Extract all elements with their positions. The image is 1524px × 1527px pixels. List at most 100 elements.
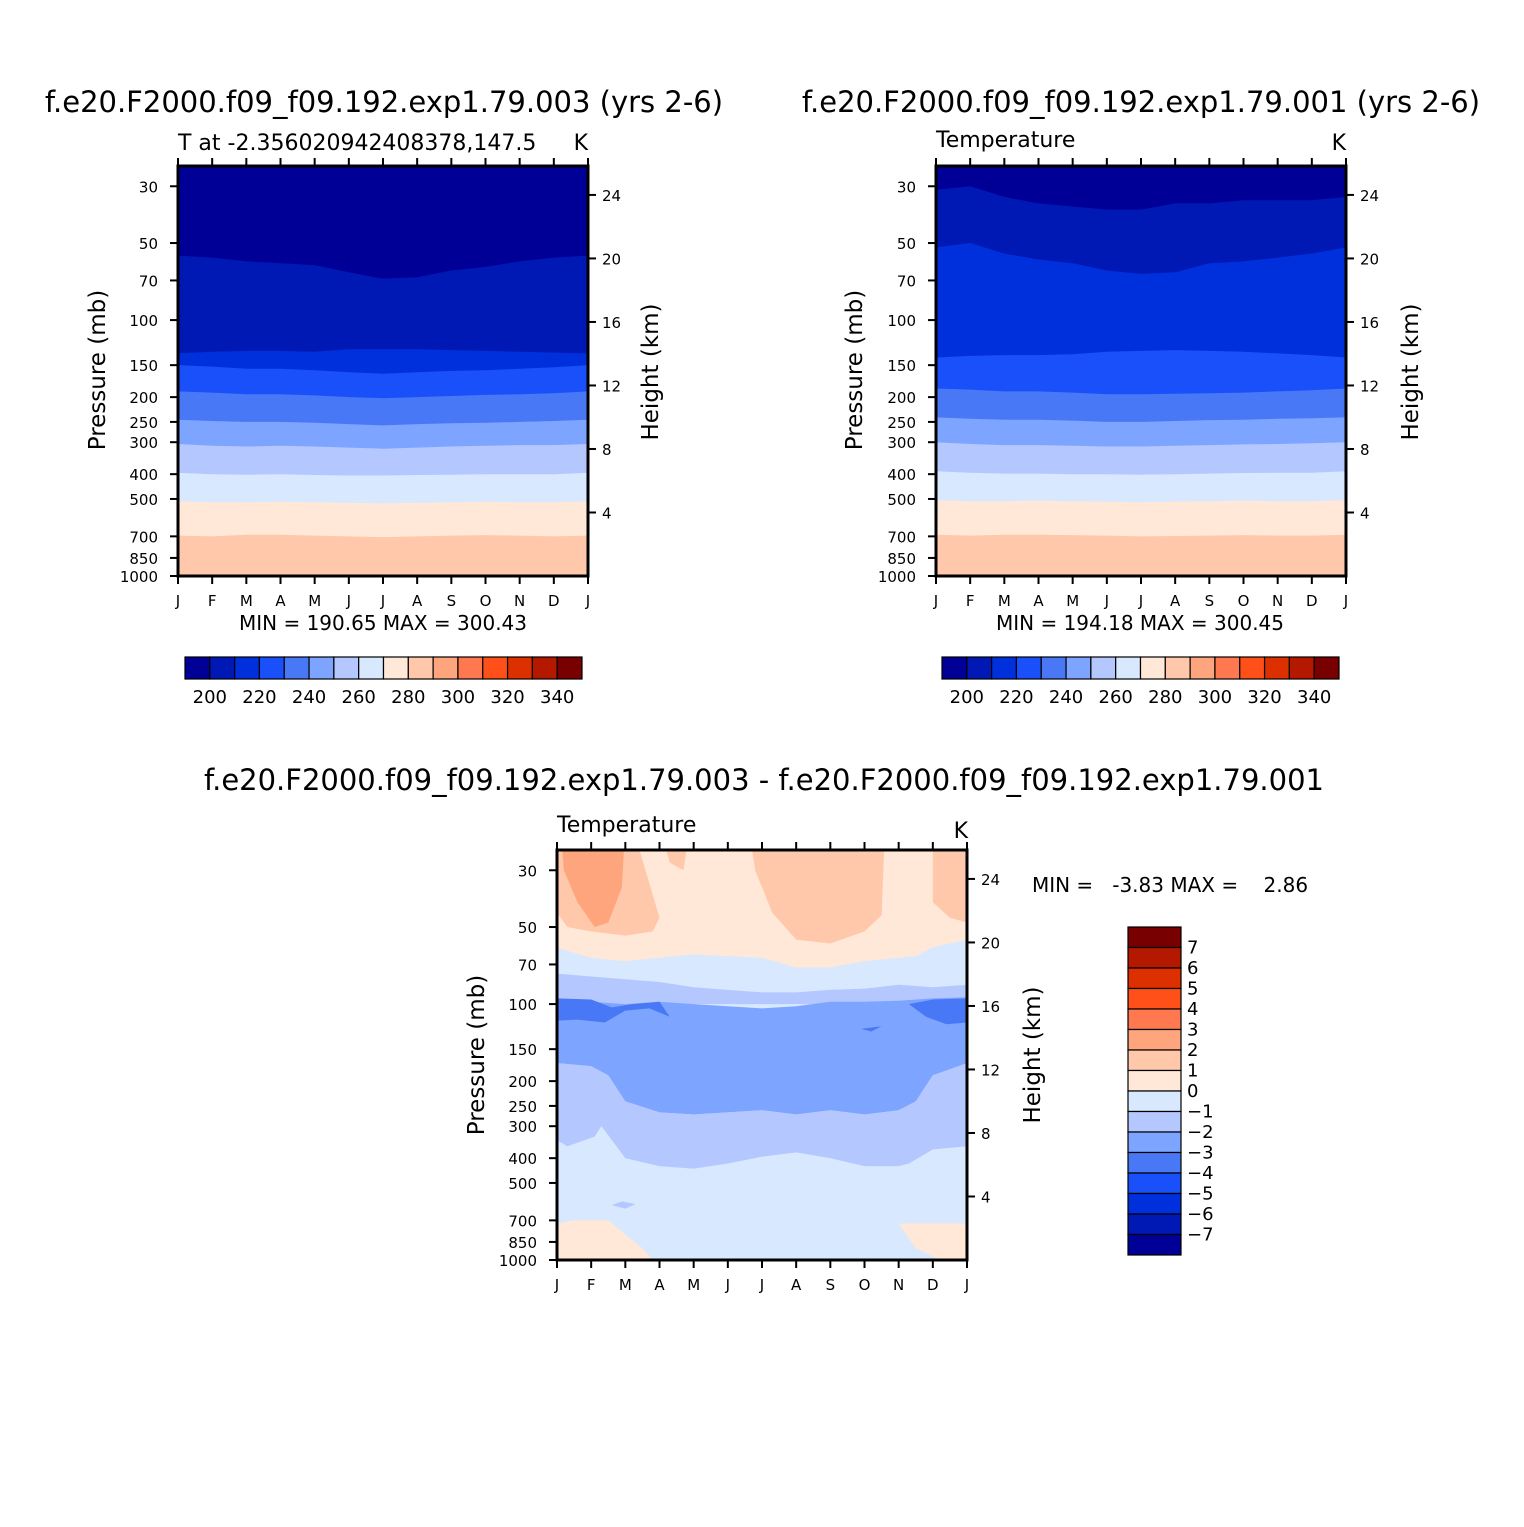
y-tick-label: 50: [139, 235, 158, 253]
colorbar-label: 3: [1187, 1020, 1198, 1041]
y-axis-label: Pressure (mb): [85, 290, 111, 450]
x-tick-label: J: [759, 1276, 764, 1294]
y-right-tick-label: 16: [602, 314, 621, 332]
panel-subtitle-right: K: [954, 819, 969, 844]
panel-exp001: f.e20.F2000.f09_f09.192.exp1.79.001 (yrs…: [802, 85, 1480, 708]
x-tick-label: D: [1306, 592, 1318, 610]
colorbar-swatch: [1127, 1213, 1182, 1236]
y-tick-label: 150: [129, 357, 158, 375]
contour-band: [932, 850, 967, 923]
x-tick-label: O: [1238, 592, 1250, 610]
colorbar-label: −1: [1187, 1102, 1214, 1123]
x-tick-label: J: [933, 592, 938, 610]
x-tick-label: A: [412, 592, 423, 610]
colorbar-label: 240: [1049, 687, 1083, 708]
x-tick-label: J: [346, 592, 351, 610]
colorbar-swatch: [1127, 926, 1182, 949]
colorbar-label: 220: [999, 687, 1033, 708]
y-right-tick-label: 8: [1360, 441, 1370, 459]
colorbar-swatch: [1127, 1172, 1182, 1195]
colorbar-label: 340: [1297, 687, 1331, 708]
y-right-tick-label: 4: [981, 1188, 991, 1206]
colorbar-swatch: [1127, 1192, 1182, 1215]
colorbar-label: 340: [540, 687, 574, 708]
y-tick-label: 150: [887, 357, 916, 375]
colorbar-swatch: [1127, 1049, 1182, 1072]
x-tick-label: N: [514, 592, 525, 610]
colorbar-label: 260: [1099, 687, 1133, 708]
y-tick-label: 1000: [878, 568, 916, 586]
colorbar-label: 200: [193, 687, 227, 708]
colorbar-swatch: [1263, 656, 1290, 680]
y-tick-label: 200: [508, 1073, 537, 1091]
y-tick-label: 30: [139, 178, 158, 196]
y-tick-label: 400: [129, 466, 158, 484]
y-right-tick-label: 16: [981, 998, 1000, 1016]
y-right-tick-label: 12: [981, 1061, 1000, 1079]
colorbar-swatch: [333, 656, 360, 680]
x-tick-label: F: [966, 592, 975, 610]
colorbar-swatch: [283, 656, 310, 680]
y-tick-label: 70: [518, 956, 537, 974]
x-tick-label: M: [998, 592, 1011, 610]
colorbar-label: 2: [1187, 1040, 1198, 1061]
colorbar-swatch: [258, 656, 285, 680]
panel-title: f.e20.F2000.f09_f09.192.exp1.79.003 - f.…: [204, 763, 1324, 797]
y-tick-label: 100: [508, 996, 537, 1014]
y-tick-label: 700: [508, 1212, 537, 1230]
panel-title: f.e20.F2000.f09_f09.192.exp1.79.003 (yrs…: [45, 85, 723, 119]
colorbar-swatch: [432, 656, 459, 680]
colorbar-label: −2: [1187, 1122, 1214, 1143]
y-tick-label: 250: [129, 414, 158, 432]
colorbar-swatch: [1164, 656, 1191, 680]
colorbar-swatch: [482, 656, 509, 680]
y-tick-label: 250: [508, 1098, 537, 1116]
y-tick-label: 50: [518, 919, 537, 937]
y-right-tick-label: 4: [602, 504, 612, 522]
contour-plot: J F M A M J J A S O N D J 30 50 70 100 150 200 250 300 400 500…: [878, 158, 1379, 610]
contour-band: [936, 166, 1346, 210]
x-tick-label: M: [687, 1276, 700, 1294]
colorbar-label: −7: [1187, 1225, 1214, 1246]
y-tick-label: 70: [897, 272, 916, 290]
contour-plot: J F M A M J J A S O N D J 30 50 70 100 150 200 250 300 400 500…: [499, 842, 1000, 1294]
y-tick-label: 100: [129, 312, 158, 330]
y-axis-label: Pressure (mb): [842, 290, 868, 450]
y-tick-label: 150: [508, 1041, 537, 1059]
x-tick-label: F: [208, 592, 217, 610]
colorbar-label: 300: [1198, 687, 1232, 708]
y-tick-label: 500: [508, 1175, 537, 1193]
x-tick-label: D: [548, 592, 560, 610]
min-max-label: MIN = 194.18 MAX = 300.45: [996, 611, 1284, 635]
colorbar-swatch: [1189, 656, 1216, 680]
y-tick-label: 300: [887, 434, 916, 452]
contour-band: [861, 1026, 882, 1032]
colorbar-swatch: [1313, 656, 1340, 680]
x-tick-label: M: [619, 1276, 632, 1294]
panel-subtitle-left: Temperature: [935, 128, 1075, 153]
y-tick-label: 700: [887, 528, 916, 546]
x-tick-label: S: [826, 1276, 836, 1294]
colorbar-label: 280: [391, 687, 425, 708]
colorbar-swatch: [1139, 656, 1166, 680]
contour-plot: J F M A M J J A S O N D J 30 50 70 100 150 200 250 300 400 500…: [120, 158, 621, 610]
colorbar-label: 300: [441, 687, 475, 708]
y-tick-label: 30: [897, 178, 916, 196]
contour-band: [557, 973, 967, 1005]
panel-subtitle-left: Temperature: [556, 813, 696, 838]
x-tick-label: F: [587, 1276, 596, 1294]
contour-band: [611, 1201, 636, 1209]
y-tick-label: 850: [508, 1234, 537, 1252]
y-tick-label: 300: [508, 1118, 537, 1136]
colorbar-swatch: [382, 656, 409, 680]
panel-exp003: f.e20.F2000.f09_f09.192.exp1.79.003 (yrs…: [45, 85, 723, 708]
colorbar-swatch: [1127, 1028, 1182, 1051]
x-tick-label: J: [380, 592, 385, 610]
y-axis-label-right: Height (km): [638, 303, 664, 440]
colorbar-swatch: [1040, 656, 1067, 680]
min-max-label: MIN = 190.65 MAX = 300.43: [239, 611, 527, 635]
y-right-tick-label: 16: [1360, 314, 1379, 332]
colorbar-swatch: [966, 656, 993, 680]
